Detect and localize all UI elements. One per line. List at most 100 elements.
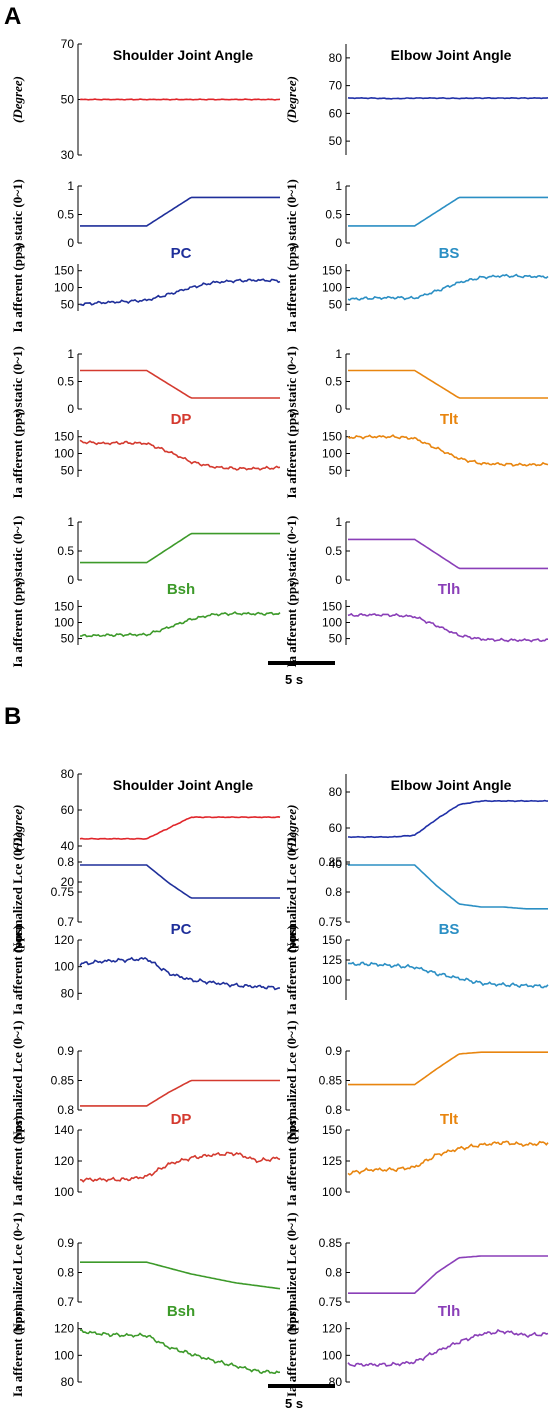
muscle-label: BS	[439, 921, 460, 938]
plots-layer: 30 50 70 Shoulder Joint Angle (Degree) 50 60 70…	[10, 37, 549, 1397]
y-tick-label: 0.8	[325, 885, 342, 899]
y-tick-label: 50	[61, 463, 75, 477]
chart-B5L: 100 120 140 DP Ia afferent (pps)	[10, 1111, 281, 1206]
y-tick-label: 1	[335, 347, 342, 361]
y-tick-label: 0.75	[319, 915, 343, 929]
chart-A1L: 30 50 70 Shoulder Joint Angle (Degree)	[10, 37, 281, 162]
y-tick-label: 100	[322, 616, 342, 630]
y-axis-label: Ia afferent (pps)	[10, 408, 25, 498]
y-tick-label: 150	[54, 430, 74, 444]
y-tick-label: 60	[329, 821, 343, 835]
series-line	[348, 961, 549, 989]
y-tick-label: 120	[54, 1322, 74, 1336]
y-axis-label: Ia afferent (pps)	[10, 242, 25, 332]
y-tick-label: 80	[329, 51, 343, 65]
y-tick-label: 60	[329, 106, 343, 120]
series-line	[348, 538, 548, 570]
y-tick-label: 1	[67, 347, 74, 361]
y-tick-label: 1	[335, 515, 342, 529]
muscle-label: PC	[171, 921, 192, 938]
y-tick-label: 100	[54, 281, 74, 295]
y-axis-label: Ia afferent (pps)	[10, 577, 25, 667]
y-axis-label: Normalized Lce (0~1)	[10, 832, 25, 952]
y-tick-label: 0.5	[325, 208, 342, 222]
y-tick-label: 0.85	[319, 1236, 343, 1250]
y-tick-label: 40	[61, 839, 75, 853]
y-tick-label: 1	[335, 179, 342, 193]
series-line	[80, 1079, 280, 1107]
series-line	[348, 864, 548, 910]
y-tick-label: 100	[54, 616, 74, 630]
y-tick-label: 50	[61, 93, 75, 107]
y-tick-label: 70	[61, 37, 75, 51]
series-line	[79, 1151, 281, 1183]
scale-bar-label-a: 5 s	[285, 672, 303, 687]
series-line	[80, 864, 280, 899]
y-axis-label: Ia afferent (pps)	[284, 408, 299, 498]
y-tick-label: 100	[322, 973, 342, 987]
y-tick-label: 0.8	[325, 1266, 342, 1280]
y-tick-label: 80	[61, 767, 75, 781]
y-tick-label: 0.85	[319, 1074, 343, 1088]
y-axis-label: Ia afferent (pps)	[284, 925, 299, 1015]
y-tick-label: 0.5	[57, 375, 74, 389]
y-tick-label: 150	[322, 1123, 342, 1137]
y-tick-label: 0.7	[57, 1295, 74, 1309]
series-line	[79, 439, 281, 471]
chart-A6R: 0 0.5 1 γ static (0~1)	[284, 515, 548, 587]
series-line	[347, 799, 549, 839]
series-line	[347, 1328, 549, 1368]
y-tick-label: 50	[329, 632, 343, 646]
y-axis-label: γ static (0~1)	[284, 346, 299, 418]
y-axis-label: Ia afferent (pps)	[284, 242, 299, 332]
y-tick-label: 50	[329, 297, 343, 311]
chart-A2R: 0 0.5 1 γ static (0~1)	[284, 179, 548, 251]
muscle-label: DP	[171, 1111, 192, 1128]
y-axis-label: (Degree)	[10, 76, 25, 123]
y-tick-label: 150	[54, 599, 74, 613]
y-axis-label: Normalized Lce (0~1)	[284, 1212, 299, 1332]
y-tick-label: 100	[54, 960, 74, 974]
y-tick-label: 150	[322, 264, 342, 278]
panel-b-label: B	[4, 703, 21, 730]
y-tick-label: 0.5	[325, 544, 342, 558]
chart-title: Shoulder Joint Angle	[113, 777, 253, 793]
y-tick-label: 120	[54, 933, 74, 947]
y-tick-label: 120	[54, 1154, 74, 1168]
series-line	[79, 98, 281, 101]
y-tick-label: 0.5	[57, 544, 74, 558]
y-tick-label: 70	[329, 79, 343, 93]
y-axis-label: (Degree)	[284, 805, 299, 852]
muscle-label: Bsh	[167, 1303, 195, 1320]
y-axis-label: γ static (0~1)	[284, 179, 299, 251]
series-line	[80, 369, 280, 399]
y-axis-label: Normalized Lce (0~1)	[284, 1020, 299, 1140]
y-tick-label: 100	[54, 1185, 74, 1199]
y-tick-label: 150	[322, 599, 342, 613]
chart-B3R: 100 125 150 BS Ia afferent (pps)	[284, 921, 549, 1015]
chart-A3L: 50 100 150 PC Ia afferent (pps)	[10, 242, 281, 333]
y-tick-label: 100	[54, 447, 74, 461]
series-line	[348, 369, 548, 399]
y-tick-label: 100	[322, 281, 342, 295]
y-axis-label: Normalized Lce (0~1)	[10, 1020, 25, 1140]
y-tick-label: 20	[61, 875, 75, 889]
muscle-label: BS	[439, 245, 460, 262]
chart-A7R: 50 100 150 Tlh Ia afferent (pps)	[284, 577, 548, 668]
y-tick-label: 40	[329, 857, 343, 871]
panel-a-label: A	[4, 3, 21, 30]
muscle-label: Tlh	[438, 581, 461, 598]
y-tick-label: 0	[335, 402, 342, 416]
y-tick-label: 0.5	[325, 375, 342, 389]
chart-A2L: 0 0.5 1 γ static (0~1)	[10, 179, 280, 251]
muscle-label: Tlh	[438, 1303, 461, 1320]
y-tick-label: 30	[61, 148, 75, 162]
y-tick-label: 0.9	[57, 1236, 74, 1250]
chart-A3R: 50 100 150 BS Ia afferent (pps)	[284, 242, 549, 333]
chart-B6L: 0.7 0.8 0.9 Normalized Lce (0~1)	[10, 1212, 281, 1333]
y-axis-label: Normalized Lce (0~1)	[284, 832, 299, 952]
series-line	[347, 1140, 549, 1176]
y-tick-label: 150	[322, 430, 342, 444]
y-tick-label: 0.8	[57, 1103, 74, 1117]
